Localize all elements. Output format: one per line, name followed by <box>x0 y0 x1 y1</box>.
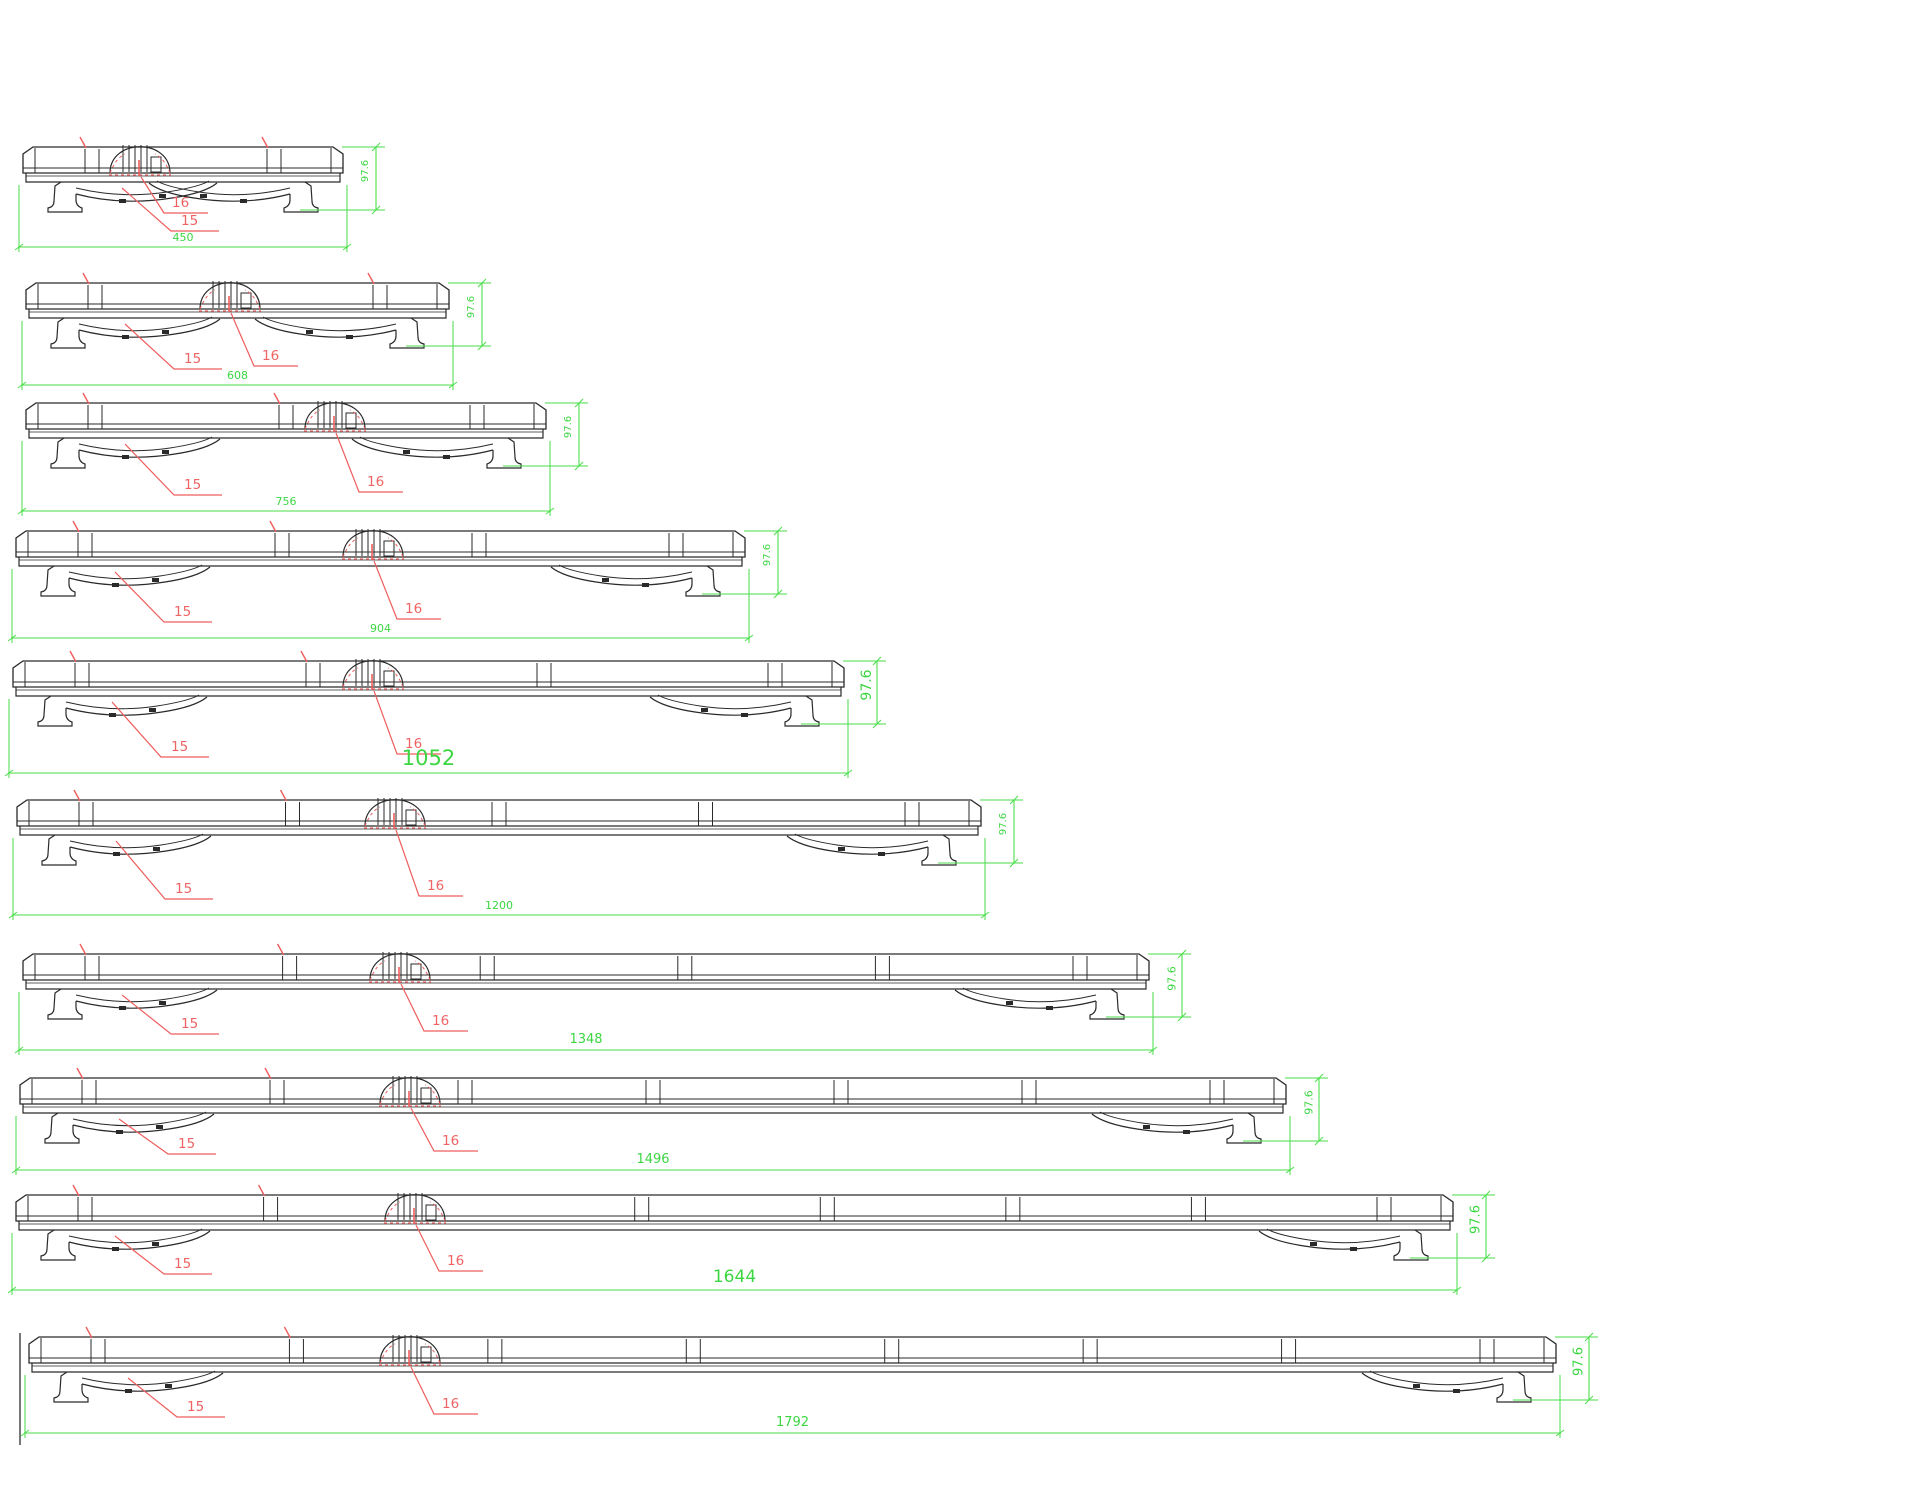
part-label-16: 16 <box>172 195 190 211</box>
part-label-15: 15 <box>181 1016 199 1032</box>
height-dimension-label: 97.6 <box>466 295 477 319</box>
part-label-16: 16 <box>367 474 385 490</box>
length-dimension-label: 1496 <box>636 1152 670 1167</box>
part-label-15: 15 <box>181 213 199 229</box>
height-dimension-label: 97.6 <box>1468 1204 1484 1234</box>
height-dimension-label: 97.6 <box>1165 965 1179 991</box>
lightbar-drawing <box>19 1326 1598 1445</box>
lightbar-drawing <box>8 789 1023 920</box>
lightbar-drawing <box>14 136 385 252</box>
length-dimension-label: 1792 <box>775 1415 810 1430</box>
length-dimension-label: 1052 <box>401 746 456 770</box>
part-label-16: 16 <box>442 1396 460 1412</box>
height-dimension-label: 97.6 <box>563 415 574 439</box>
height-dimension-label: 97.6 <box>998 812 1009 836</box>
lightbar-drawing <box>17 392 588 516</box>
height-dimension-label: 97.6 <box>1302 1089 1316 1115</box>
lightbar-drawing <box>17 272 491 390</box>
part-label-15: 15 <box>174 604 192 620</box>
part-label-15: 15 <box>187 1399 205 1415</box>
part-label-15: 15 <box>175 881 193 897</box>
height-dimension-label: 97.6 <box>859 669 875 701</box>
part-label-15: 15 <box>184 351 202 367</box>
length-dimension-label: 904 <box>370 622 391 635</box>
height-dimension-label: 97.6 <box>1571 1346 1587 1376</box>
length-dimension-label: 1644 <box>712 1267 757 1287</box>
part-label-15: 15 <box>174 1256 192 1272</box>
lightbar-drawing <box>7 1184 1495 1295</box>
part-label-16: 16 <box>442 1133 460 1149</box>
lightbar-drawing <box>14 943 1191 1055</box>
part-label-16: 16 <box>432 1013 450 1029</box>
part-label-16: 16 <box>405 601 423 617</box>
height-dimension-label: 97.6 <box>360 159 371 183</box>
length-dimension-label: 450 <box>172 231 194 244</box>
part-label-15: 15 <box>178 1136 196 1152</box>
lightbar-drawing <box>4 650 886 778</box>
part-label-15: 15 <box>171 739 189 755</box>
part-label-16: 16 <box>447 1253 465 1269</box>
length-dimension-label: 608 <box>227 369 248 382</box>
part-label-16: 16 <box>405 736 423 752</box>
part-label-16: 16 <box>262 348 280 364</box>
lightbar-drawing <box>7 520 787 643</box>
height-dimension-label: 97.6 <box>762 543 773 567</box>
length-dimension-label: 756 <box>275 495 297 508</box>
part-label-15: 15 <box>184 477 202 493</box>
length-dimension-label: 1200 <box>485 899 513 912</box>
part-label-16: 16 <box>427 878 445 894</box>
lightbar-drawing <box>11 1067 1328 1175</box>
length-dimension-label: 1348 <box>569 1032 603 1047</box>
